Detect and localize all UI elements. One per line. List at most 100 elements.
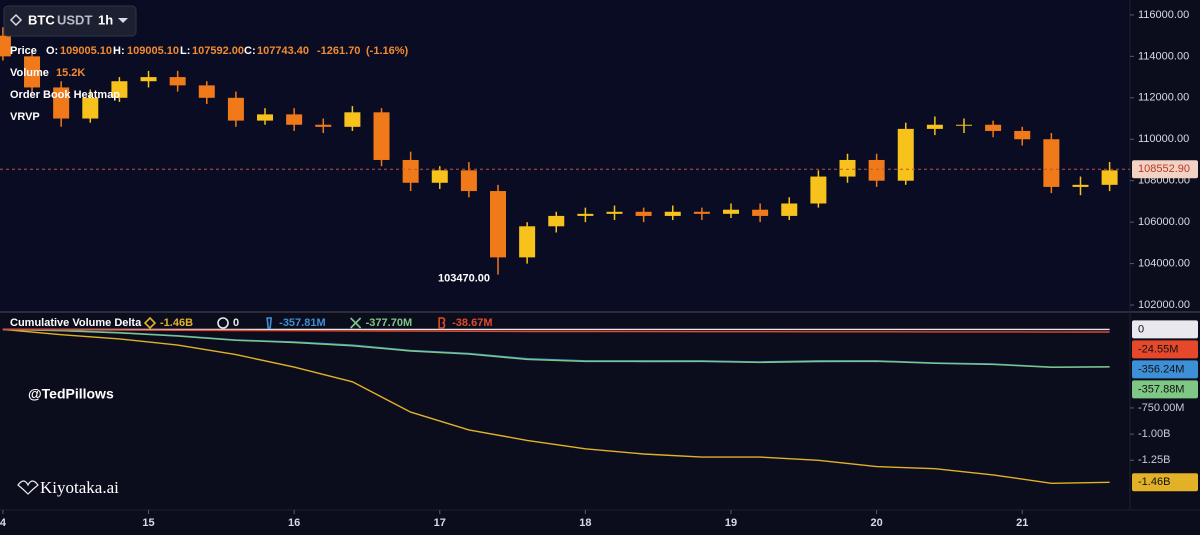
candle-body [635,211,652,216]
legend-icon [438,317,446,329]
x-tick-label: 4 [0,517,7,529]
candle-body [1072,184,1089,187]
value-tag-label: 0 [1138,323,1144,335]
candle-body [111,81,128,98]
candle-body [198,85,215,98]
symbol-quote: USDT [57,12,92,27]
x-tick-label: 17 [434,517,446,529]
candle-body [577,213,594,216]
candle-body [460,170,477,192]
candle-body [664,211,681,216]
candle-body [1014,130,1031,140]
y-tick-label: 106000.00 [1138,216,1190,228]
high-label: H: [113,45,125,57]
value-tag-label: -24.55M [1138,343,1178,355]
legend-icon [217,317,229,329]
candle-body [897,128,914,181]
candle-body [431,170,448,183]
symbol-icon [9,13,23,27]
ohlc-legend: Price O: 109005.10 H: 109005.10 L: 10759… [10,45,409,123]
y-tick-label: -750.00M [1138,402,1184,414]
symbol-box[interactable] [3,5,137,37]
cvd-line [2,328,1110,369]
candle-body [24,56,41,88]
close-value: 107743.40 [257,45,309,57]
watermark-handle: @TedPillows [28,386,114,402]
symbol-button[interactable]: BTC USDT 1h [3,5,137,37]
watermark-brand: Kiyotaka.ai [40,478,119,497]
candle-body [373,112,390,160]
cvd-line [2,328,1110,333]
value-tag [1132,380,1198,399]
last-price-tag [1132,160,1198,179]
candle-body [344,112,361,127]
x-tick-label: 21 [1016,517,1028,529]
candle-body [781,203,798,216]
candle-body [257,114,274,121]
value-tag-label: -356.24M [1138,363,1184,375]
open-label: O: [46,45,58,57]
dropdown-caret [118,18,128,23]
candle-body [606,211,623,214]
candle-body [286,114,303,125]
legend-value: -38.67M [452,317,492,329]
legend-value: -357.81M [279,317,325,329]
candle-body [985,124,1002,131]
value-tag-label: -357.88M [1138,383,1184,395]
candle-body [1101,170,1118,185]
candle-body [926,124,943,129]
candle-body [723,209,740,214]
y-tick-label: -1.25B [1138,454,1170,466]
y-tick-label: -1.00B [1138,428,1170,440]
cvd-title: Cumulative Volume Delta [10,317,142,329]
last-price-label: 108552.90 [1138,163,1190,175]
candle-body [810,176,827,204]
y-tick-label: 112000.00 [1138,92,1189,104]
candle-body [839,159,856,177]
value-tag [1132,340,1198,359]
high-value: 109005.10 [127,45,179,57]
x-tick-label: 20 [870,517,882,529]
legend-value: 0 [233,317,239,329]
brand-logo [17,480,39,495]
plot-layer: 116000.00114000.00112000.00110000.001080… [0,9,1198,529]
candle-body [1043,139,1060,187]
candle-body [82,97,99,119]
low-label: L: [180,45,190,57]
legend-value: -377.70M [366,317,412,329]
candle-body [490,191,507,258]
y-tick-label: 114000.00 [1138,50,1189,62]
x-tick-label: 18 [579,517,591,529]
price-label: Price [10,45,37,57]
price-panel [0,0,1130,310]
x-tick-label: 15 [142,517,154,529]
candle-body [169,77,186,86]
candle-body [402,159,419,183]
candle-body [315,124,332,127]
candle-body [53,87,70,119]
y-tick-label: 116000.00 [1138,9,1189,21]
value-tag [1132,320,1198,339]
y-tick-label: 110000.00 [1138,133,1189,145]
low-annotation: 103470.00 [438,272,490,284]
value-tag [1132,473,1198,492]
candle-body [752,209,769,216]
close-label: C: [244,45,256,57]
volume-value: 15.2K [56,67,85,79]
change-percent: (-1.16%) [366,45,409,57]
change-value: -1261.70 [317,45,360,57]
candle-body [519,226,536,258]
candle-body [0,35,11,57]
legend-icon [143,316,157,330]
volume-label: Volume [10,67,49,79]
candle-body [693,211,710,214]
candle-body [140,77,157,82]
y-tick-label: 104000.00 [1138,257,1190,269]
value-tag-label: -1.46B [1138,476,1170,488]
candle-body [548,215,565,227]
open-value: 109005.10 [60,45,112,57]
vrvp-label: VRVP [10,111,40,123]
legend-value: -1.46B [160,317,193,329]
y-tick-label: 102000.00 [1138,299,1190,311]
